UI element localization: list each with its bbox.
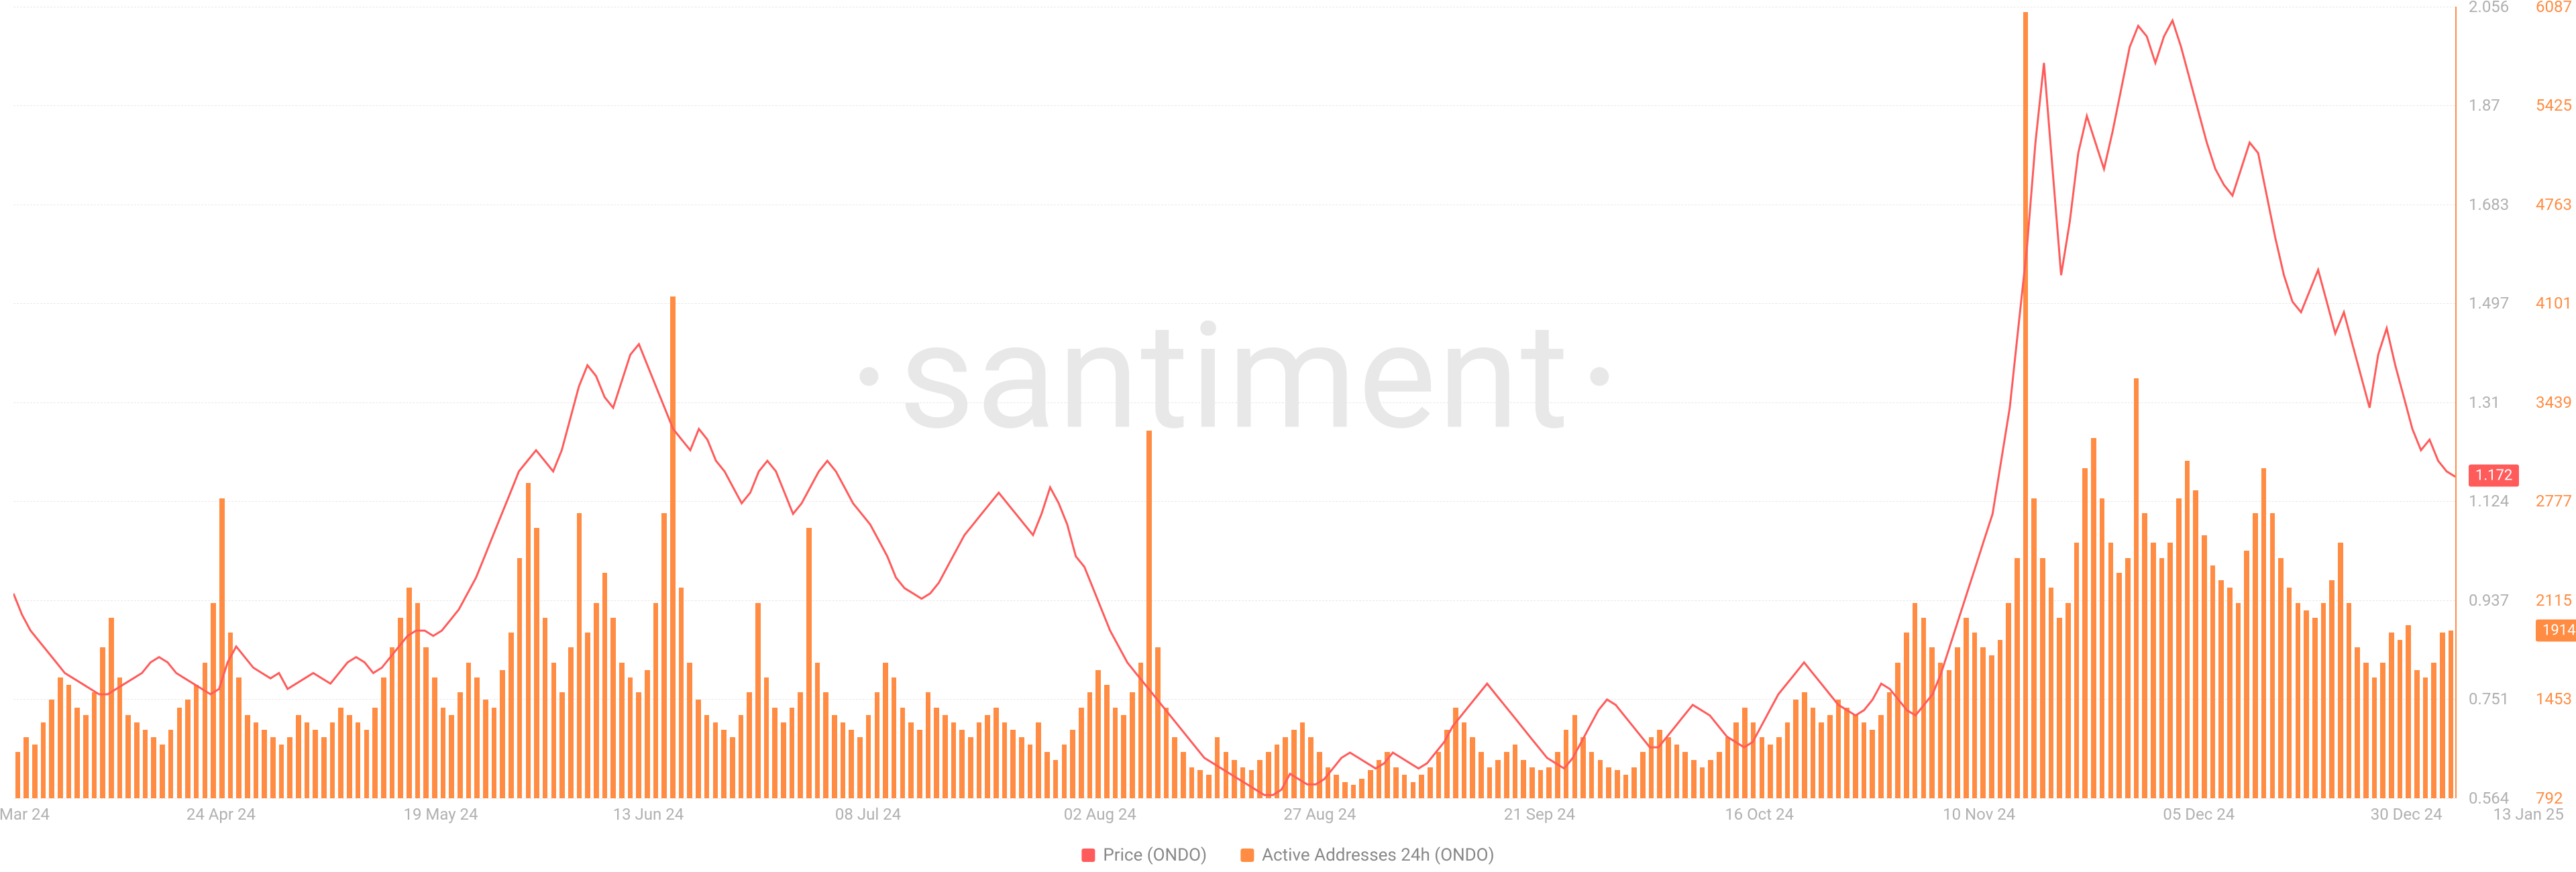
x-tick: 21 Sep 24 — [1504, 805, 1575, 824]
x-tick: 24 Apr 24 — [186, 805, 256, 824]
y-tick-price: 1.87 — [2469, 96, 2500, 115]
x-tick: 08 Jul 24 — [835, 805, 901, 824]
legend-item-price: Price (ONDO) — [1081, 845, 1207, 865]
x-tick: 05 Dec 24 — [2163, 805, 2235, 824]
x-axis: 30 Mar 2424 Apr 2419 May 2413 Jun 2408 J… — [13, 805, 2455, 825]
y-tick-addresses: 3439 — [2536, 393, 2572, 412]
x-tick: 30 Mar 24 — [0, 805, 50, 824]
y-tick-price: 1.497 — [2469, 294, 2509, 313]
axis-separator — [2455, 7, 2457, 798]
y-tick-addresses: 6087 — [2536, 0, 2572, 16]
x-tick: 02 Aug 24 — [1064, 805, 1136, 824]
chart-plot-area: santiment — [13, 7, 2455, 798]
x-tick: 30 Dec 24 — [2371, 805, 2443, 824]
y-tick-price: 1.31 — [2469, 393, 2500, 412]
y-tick-addresses: 2115 — [2536, 591, 2572, 610]
y-tick-addresses: 4101 — [2536, 294, 2572, 313]
y-tick-addresses: 2777 — [2536, 492, 2572, 510]
y-tick-price: 1.124 — [2469, 492, 2509, 510]
y-tick-price: 0.751 — [2469, 690, 2509, 708]
price-line — [13, 7, 2455, 798]
price-current-badge: 1.172 — [2469, 465, 2519, 487]
x-tick: 13 Jan 25 — [2493, 805, 2563, 824]
y-tick-addresses: 1453 — [2536, 690, 2572, 708]
x-tick: 19 May 24 — [403, 805, 478, 824]
y-tick-price: 0.937 — [2469, 591, 2509, 610]
y-tick-price: 1.683 — [2469, 195, 2509, 214]
x-tick: 13 Jun 24 — [613, 805, 684, 824]
legend-swatch-price — [1081, 849, 1095, 862]
legend-label-price: Price (ONDO) — [1103, 845, 1207, 865]
chart-container: santiment — [13, 7, 2455, 798]
legend-swatch-addresses — [1240, 849, 1254, 862]
legend: Price (ONDO) Active Addresses 24h (ONDO) — [1081, 845, 1494, 865]
x-tick: 27 Aug 24 — [1283, 805, 1356, 824]
x-tick: 16 Oct 24 — [1725, 805, 1794, 824]
legend-label-addresses: Active Addresses 24h (ONDO) — [1262, 845, 1495, 865]
addresses-current-badge: 1914 — [2536, 619, 2576, 641]
x-tick: 10 Nov 24 — [1943, 805, 2015, 824]
legend-item-addresses: Active Addresses 24h (ONDO) — [1240, 845, 1495, 865]
y-tick-addresses: 5425 — [2536, 96, 2572, 115]
y-tick-price: 2.056 — [2469, 0, 2509, 16]
y-tick-addresses: 4763 — [2536, 195, 2572, 214]
